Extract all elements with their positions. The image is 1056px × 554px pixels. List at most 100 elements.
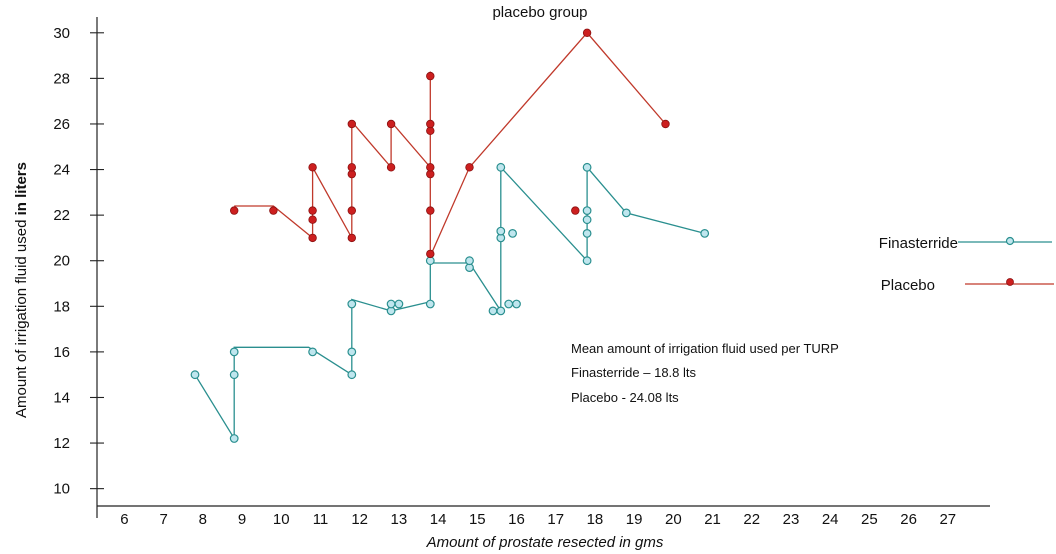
y-tick-label-22: 22 xyxy=(53,207,70,224)
annotation-block: Mean amount of irrigation fluid used per… xyxy=(571,341,839,405)
data-point-placebo-13 xyxy=(426,249,435,259)
y-tick-label-14: 14 xyxy=(53,389,70,406)
x-tick-label-22: 22 xyxy=(743,511,760,528)
data-point-placebo-14 xyxy=(426,206,435,215)
data-point-finasterride-25 xyxy=(582,215,592,225)
data-point-finasterride-16 xyxy=(496,306,506,316)
y-tick-label-20: 20 xyxy=(53,253,70,270)
data-point-placebo-3 xyxy=(308,215,317,224)
data-point-placebo-11 xyxy=(386,163,396,172)
data-point-placebo-18 xyxy=(426,119,435,129)
series-finasterride xyxy=(190,162,710,443)
data-point-finasterride-0 xyxy=(190,370,200,380)
x-axis-title: Amount of prostate resected in gms xyxy=(426,534,664,551)
y-axis-title-bold: in liters xyxy=(13,162,30,215)
y-tick-label-24: 24 xyxy=(53,162,70,179)
x-tick-label-19: 19 xyxy=(626,511,643,528)
data-point-placebo-20 xyxy=(465,163,474,172)
data-point-placebo-6 xyxy=(347,233,356,243)
x-tick-label-24: 24 xyxy=(822,511,839,528)
data-point-finasterride-7 xyxy=(347,299,357,309)
x-tick-label-26: 26 xyxy=(900,511,917,528)
x-tick-label-6: 6 xyxy=(120,511,128,528)
data-point-finasterride-20 xyxy=(496,226,506,236)
series-line-placebo xyxy=(234,31,666,257)
y-axis-title-main: Amount of irrigation fluid used xyxy=(13,215,30,418)
x-tick-label-12: 12 xyxy=(351,511,368,528)
x-tick-label-13: 13 xyxy=(391,511,408,528)
x-tick-label-18: 18 xyxy=(587,511,604,528)
data-point-finasterride-6 xyxy=(347,347,357,357)
y-tick-label-28: 28 xyxy=(53,70,70,87)
annotation-placebo: Placebo - 24.08 lts xyxy=(571,390,679,405)
data-point-finasterride-11 xyxy=(425,299,435,309)
legend-item-finasterride: Finasterride xyxy=(879,235,1052,252)
x-tick-label-9: 9 xyxy=(238,511,246,528)
legend-item-placebo: Placebo xyxy=(881,277,1054,294)
legend: Finasterride Placebo xyxy=(879,235,1054,294)
x-tick-label-10: 10 xyxy=(273,511,290,528)
x-tick-label-15: 15 xyxy=(469,511,486,528)
x-tick-label-16: 16 xyxy=(508,511,525,528)
chart-title: placebo group xyxy=(492,4,587,21)
legend-label-finasterride: Finasterride xyxy=(879,235,958,252)
data-point-finasterride-2 xyxy=(229,370,239,380)
y-ticks: 10 12 14 16 18 20 22 24 26 28 30 xyxy=(53,25,104,498)
data-point-finasterride-3 xyxy=(229,347,239,357)
data-point-finasterride-28 xyxy=(621,208,631,218)
x-tick-label-17: 17 xyxy=(547,511,564,528)
x-tick-label-21: 21 xyxy=(704,511,721,528)
x-tick-label-8: 8 xyxy=(199,511,207,528)
data-point-finasterride-1 xyxy=(229,434,239,443)
data-point-finasterride-15 xyxy=(488,306,498,316)
data-point-finasterride-26 xyxy=(582,206,592,216)
x-tick-label-23: 23 xyxy=(783,511,800,528)
x-tick-label-20: 20 xyxy=(665,511,682,528)
data-point-placebo-9 xyxy=(347,163,356,172)
data-point-placebo-10 xyxy=(347,119,356,129)
data-point-finasterride-29 xyxy=(700,228,710,238)
data-point-finasterride-23 xyxy=(582,256,592,266)
y-tick-label-18: 18 xyxy=(53,298,70,315)
x-tick-label-25: 25 xyxy=(861,511,878,528)
data-point-finasterride-24 xyxy=(582,228,592,238)
data-point-finasterride-18 xyxy=(512,299,521,309)
annotation-heading: Mean amount of irrigation fluid used per… xyxy=(571,341,839,356)
data-point-placebo-23 xyxy=(661,119,670,129)
data-point-placebo-22 xyxy=(582,28,592,37)
data-point-placebo-12 xyxy=(386,119,396,129)
data-point-placebo-7 xyxy=(347,206,356,215)
data-point-placebo-16 xyxy=(426,163,435,172)
legend-marker-placebo xyxy=(1006,278,1014,286)
legend-label-placebo: Placebo xyxy=(881,277,935,294)
x-ticks: 6 7 8 9 10 11 12 13 14 15 16 17 18 19 20 21 22 23 24 25 26 27 xyxy=(120,511,956,528)
data-point-placebo-21 xyxy=(571,206,580,215)
data-point-finasterride-22 xyxy=(496,162,506,172)
data-point-finasterride-21 xyxy=(508,228,517,238)
data-point-finasterride-9 xyxy=(386,299,396,309)
series-layer xyxy=(190,28,710,443)
data-point-finasterride-10 xyxy=(394,299,404,309)
y-tick-label-26: 26 xyxy=(53,116,70,133)
annotation-finasterride: Finasterride – 18.8 lts xyxy=(571,365,697,380)
data-point-finasterride-4 xyxy=(308,347,318,357)
data-point-placebo-4 xyxy=(308,206,317,215)
data-point-finasterride-14 xyxy=(465,256,474,266)
x-tick-label-7: 7 xyxy=(159,511,167,528)
legend-marker-finasterride xyxy=(1005,236,1015,246)
y-axis-title: Amount of irrigation fluid used in liter… xyxy=(13,162,30,418)
data-point-finasterride-17 xyxy=(504,299,514,309)
data-point-placebo-0 xyxy=(229,206,239,215)
y-tick-label-16: 16 xyxy=(53,344,70,361)
data-point-finasterride-27 xyxy=(582,162,592,172)
x-tick-label-14: 14 xyxy=(430,511,447,528)
y-tick-label-10: 10 xyxy=(53,481,70,498)
x-tick-label-11: 11 xyxy=(313,511,329,528)
y-tick-label-30: 30 xyxy=(53,25,70,42)
data-point-placebo-5 xyxy=(308,163,317,172)
data-point-placebo-2 xyxy=(308,233,317,243)
data-point-placebo-19 xyxy=(426,71,435,81)
data-point-placebo-1 xyxy=(269,206,278,215)
series-placebo xyxy=(229,28,670,259)
